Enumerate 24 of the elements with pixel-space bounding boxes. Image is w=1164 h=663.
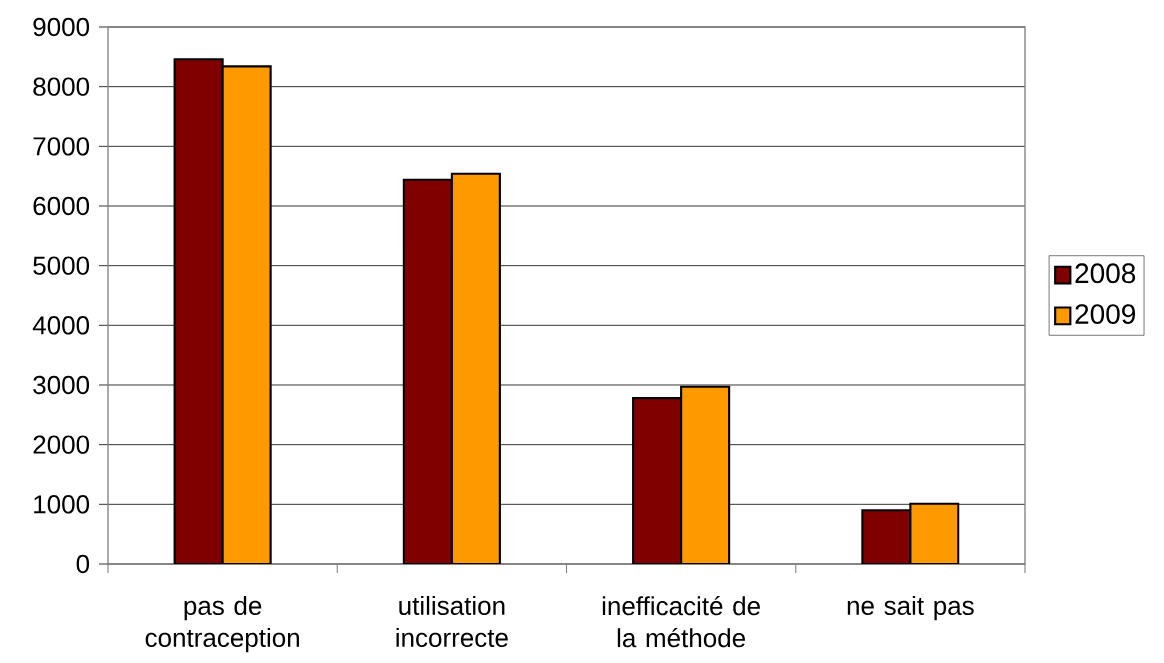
x-tick-label: pas de contraception xyxy=(145,595,299,653)
y-tick-label: 1000 xyxy=(34,495,90,514)
y-tick-label: 4000 xyxy=(32,316,90,335)
bar xyxy=(909,502,960,564)
y-tick-label: 5000 xyxy=(33,256,90,275)
y-tick-label: 3000 xyxy=(33,375,90,395)
y-tick-label: 9000 xyxy=(33,17,90,37)
x-tick-label: ne sait pas xyxy=(847,595,974,621)
legend-label: 2009 xyxy=(1075,304,1136,324)
bar xyxy=(221,65,272,564)
legend-label: 2008 xyxy=(1075,263,1136,284)
y-tick-label: 2000 xyxy=(33,435,90,454)
x-tick-label: utilisation incorrecte xyxy=(396,595,508,648)
y-tick-label: 8000 xyxy=(33,77,90,96)
y-tick-label: 6000 xyxy=(33,196,90,216)
bar xyxy=(632,397,683,564)
bar xyxy=(861,509,912,564)
y-tick-label: 7000 xyxy=(33,137,90,156)
bar xyxy=(680,385,731,564)
x-tick-label: inefficacité de la méthode xyxy=(602,595,760,648)
bar xyxy=(173,58,224,564)
y-tick-label: 0 xyxy=(76,554,90,574)
bar xyxy=(402,178,453,564)
bar xyxy=(450,172,501,564)
